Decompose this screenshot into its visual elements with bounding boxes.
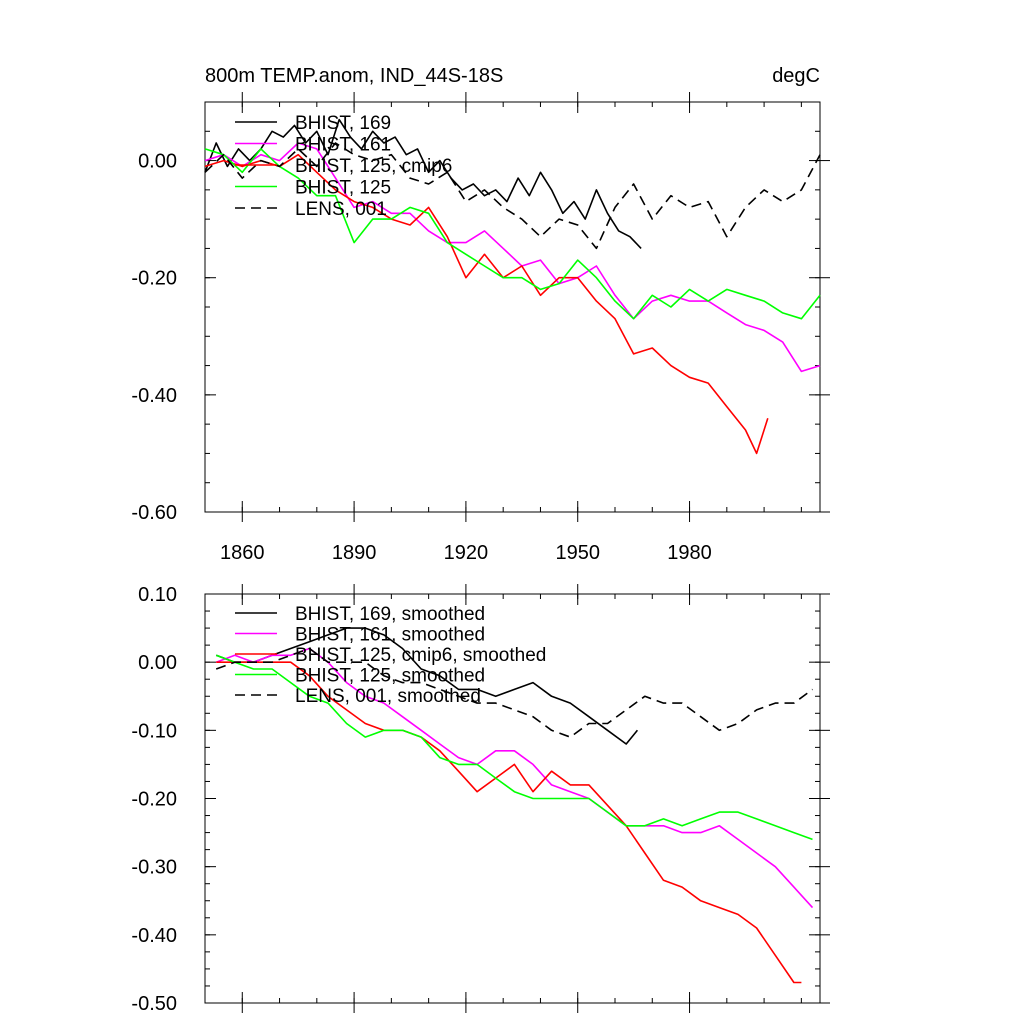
legend-label: BHIST, 161 bbox=[295, 135, 391, 156]
chart-units: degC bbox=[772, 65, 820, 87]
y-tick-label: -0.20 bbox=[131, 789, 177, 811]
series-line-0 bbox=[215, 627, 639, 745]
x-tick-label: 1950 bbox=[555, 542, 600, 564]
series-line-0 bbox=[204, 118, 642, 249]
legend-label: BHIST, 169 bbox=[295, 113, 391, 134]
legend-label: BHIST, 169, smoothed bbox=[295, 604, 485, 625]
y-tick-label: -0.50 bbox=[131, 993, 177, 1015]
x-tick-label: 1920 bbox=[444, 542, 489, 564]
y-tick-label: -0.40 bbox=[131, 925, 177, 947]
legend-label: BHIST, 161, smoothed bbox=[295, 625, 485, 646]
y-tick-label: -0.10 bbox=[131, 720, 177, 742]
x-tick-label: 1980 bbox=[667, 542, 712, 564]
y-tick-label: -0.40 bbox=[131, 385, 177, 407]
y-tick-label: -0.30 bbox=[131, 857, 177, 879]
x-tick-label: 1890 bbox=[332, 542, 377, 564]
series-line-3 bbox=[204, 148, 821, 320]
series-line-2 bbox=[216, 661, 802, 984]
legend-label: LENS, 001, smoothed bbox=[295, 686, 481, 707]
legend-label: BHIST, 125, cmip6 bbox=[295, 156, 452, 177]
series-line-1 bbox=[204, 142, 821, 373]
chart-title: 800m TEMP.anom, IND_44S-18S bbox=[205, 65, 503, 87]
bottom-panel: 0.10 0.00 -0.10 -0.20 -0.30 -0.40 -0.50 BHIST, … bbox=[131, 584, 830, 1015]
series-line-4 bbox=[204, 142, 821, 250]
y-tick-label: 0.00 bbox=[138, 151, 177, 173]
legend-label: BHIST, 125 bbox=[295, 178, 391, 199]
y-tick-label: -0.60 bbox=[131, 502, 177, 524]
series-line-2 bbox=[204, 153, 769, 455]
y-tick-label: 0.10 bbox=[138, 584, 177, 606]
top-panel: 1860 1890 1920 1950 1980 0.00 -0.20 -0.40 -0.60 8… bbox=[131, 65, 830, 564]
y-tick-label: 0.00 bbox=[138, 652, 177, 674]
series-line-3 bbox=[215, 654, 813, 841]
x-tick-label: 1860 bbox=[220, 542, 265, 564]
legend-label: BHIST, 125, cmip6, smoothed bbox=[295, 645, 546, 666]
legend-label: BHIST, 125, smoothed bbox=[295, 666, 485, 687]
legend-label: LENS, 001 bbox=[295, 199, 387, 220]
y-tick-label: -0.20 bbox=[131, 268, 177, 290]
series-line-4 bbox=[215, 647, 813, 738]
